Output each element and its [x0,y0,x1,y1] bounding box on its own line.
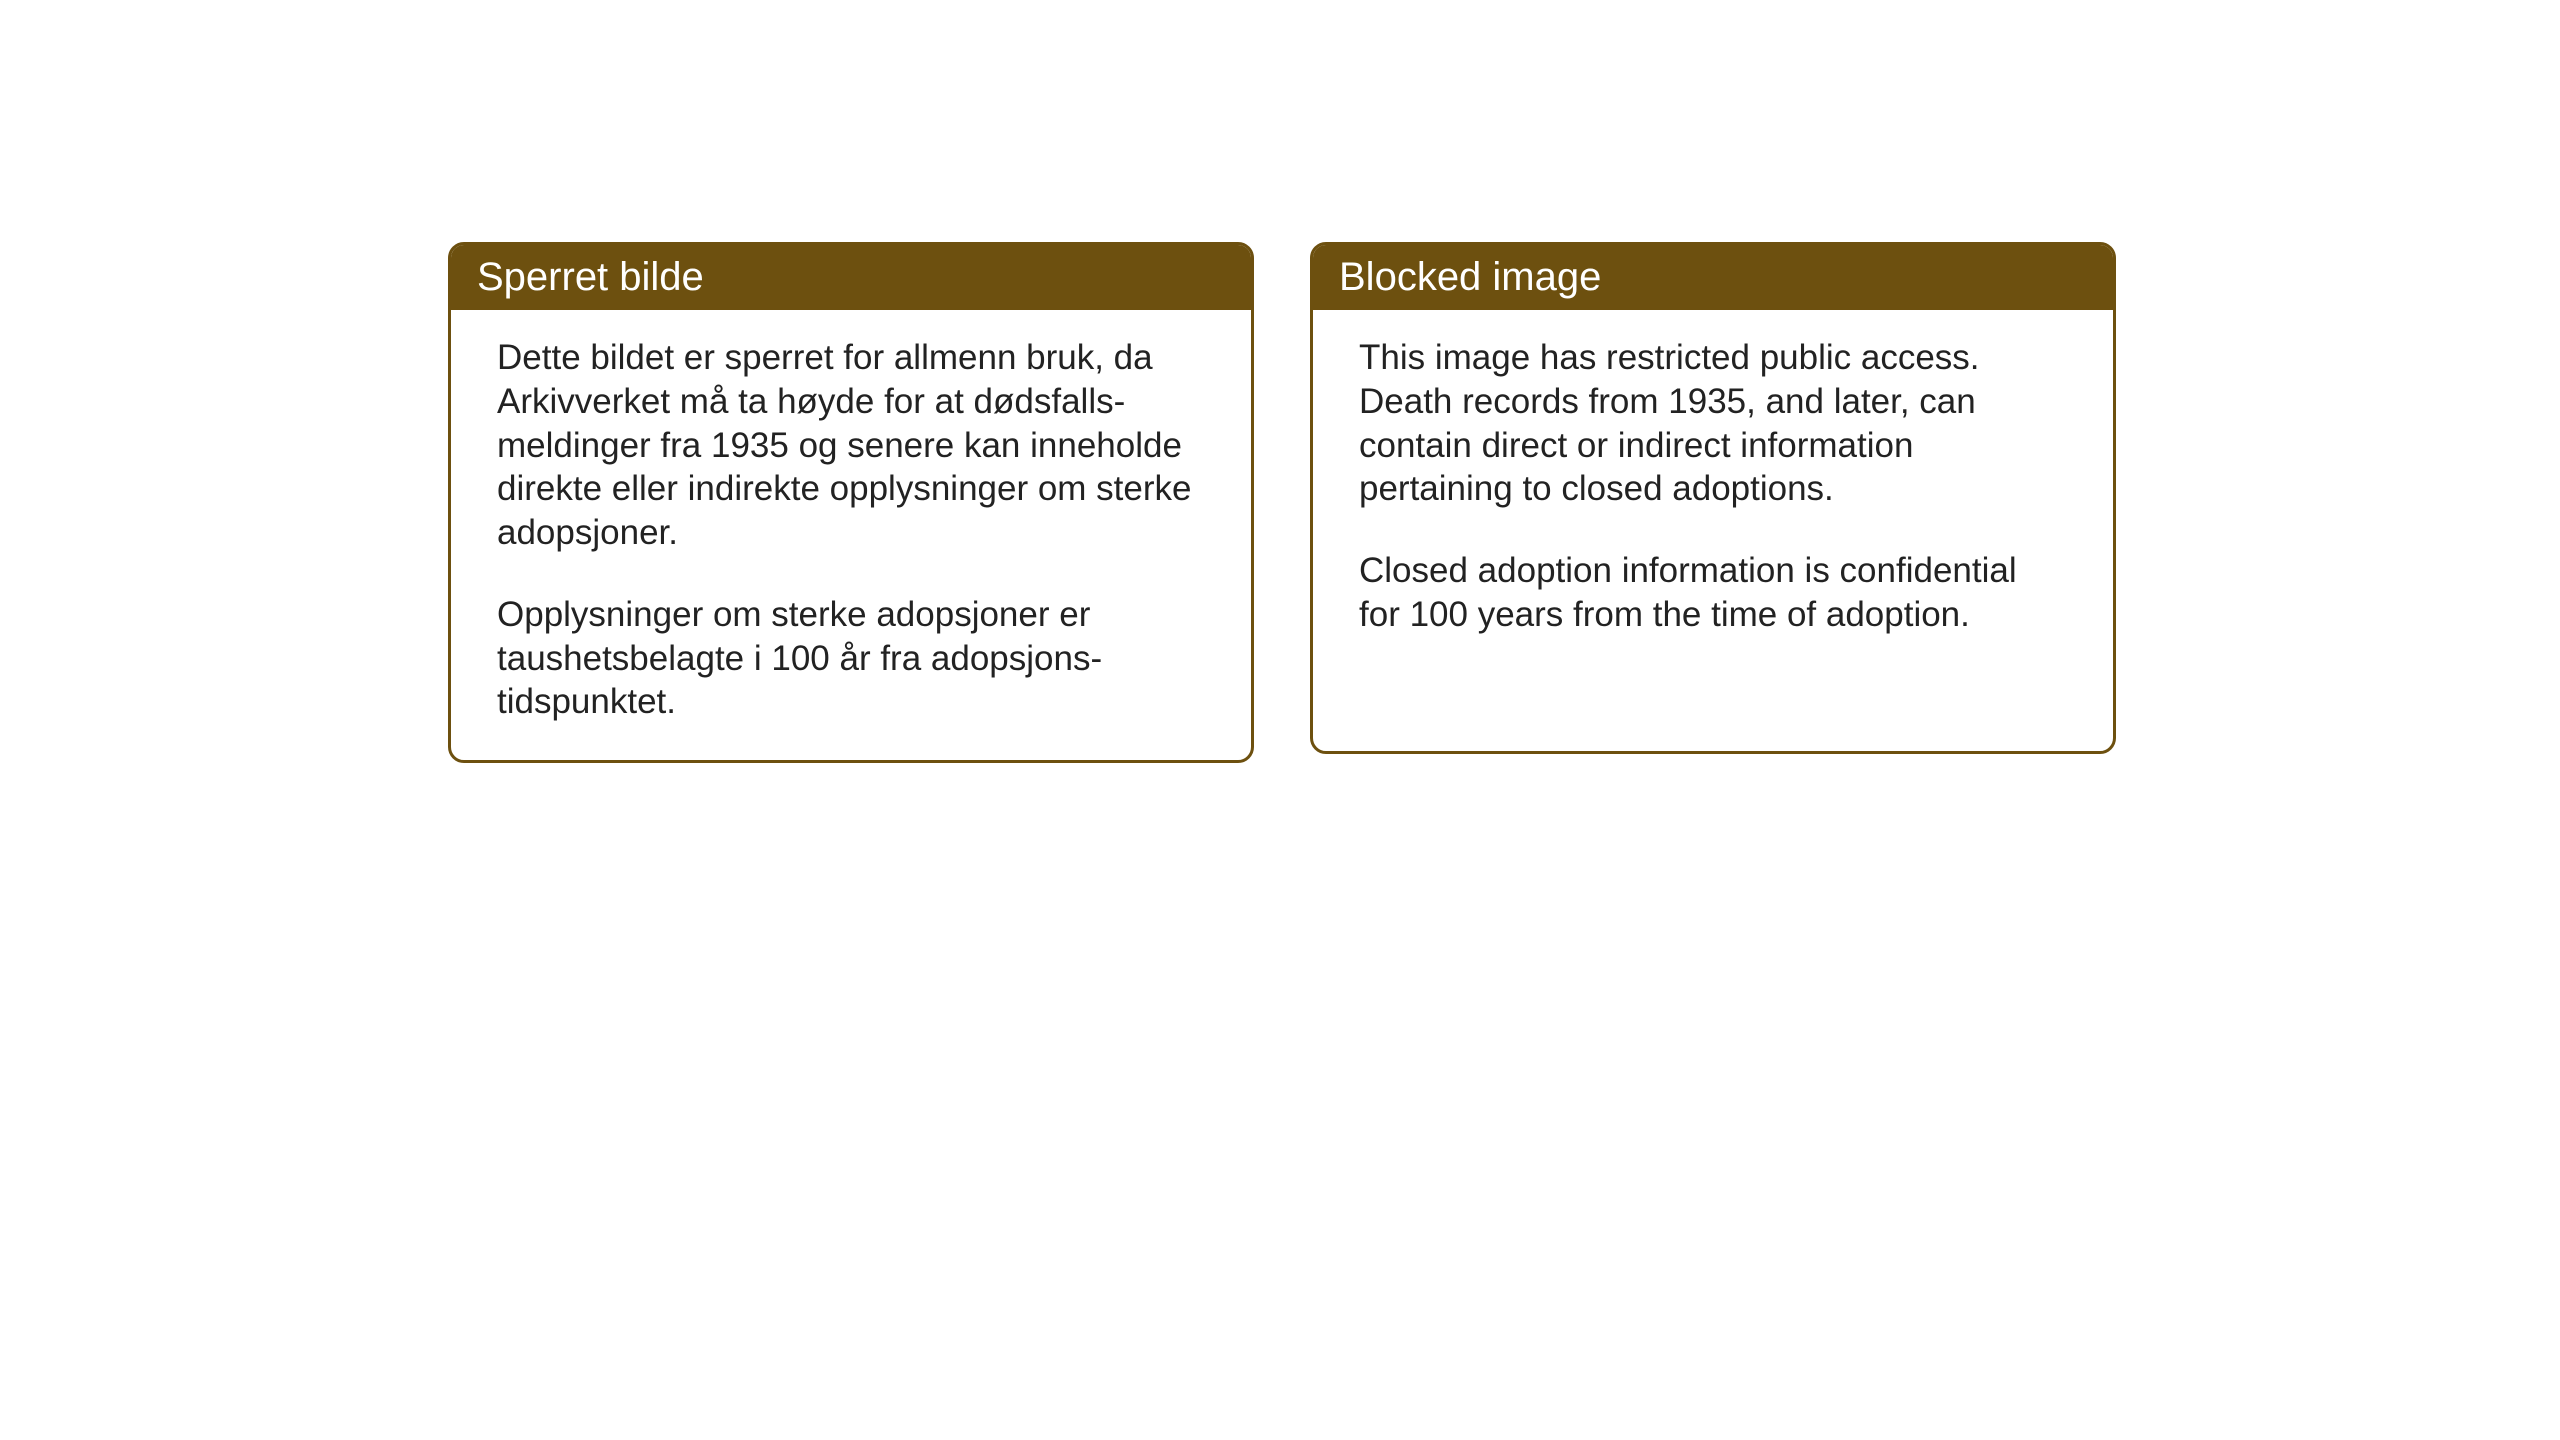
card-paragraph2-english: Closed adoption information is confident… [1359,549,2067,637]
card-header-english: Blocked image [1313,245,2113,310]
card-english: Blocked image This image has restricted … [1310,242,2116,754]
card-body-english: This image has restricted public access.… [1313,310,2113,673]
card-body-norwegian: Dette bildet er sperret for allmenn bruk… [451,310,1251,760]
card-title-norwegian: Sperret bilde [477,255,704,299]
card-paragraph1-english: This image has restricted public access.… [1359,336,2067,511]
card-title-english: Blocked image [1339,255,1601,299]
card-norwegian: Sperret bilde Dette bildet er sperret fo… [448,242,1254,763]
cards-container: Sperret bilde Dette bildet er sperret fo… [448,242,2116,763]
card-paragraph1-norwegian: Dette bildet er sperret for allmenn bruk… [497,336,1205,555]
card-header-norwegian: Sperret bilde [451,245,1251,310]
card-paragraph2-norwegian: Opplysninger om sterke adopsjoner er tau… [497,593,1205,724]
